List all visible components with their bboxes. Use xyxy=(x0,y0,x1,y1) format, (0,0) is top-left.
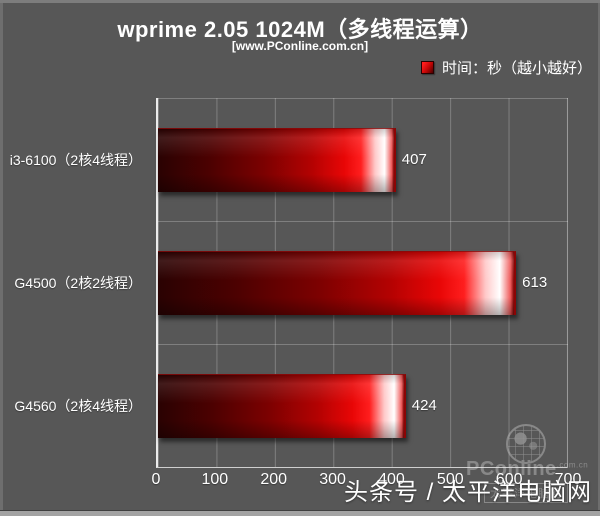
plot-area: 407 613 424 xyxy=(156,98,568,468)
value-axis: 0 100 200 300 400 500 600 700 xyxy=(152,471,582,491)
bar-row: 613 xyxy=(158,221,567,344)
legend: 时间：秒（越小越好） xyxy=(420,57,592,78)
x-tick-700: 700 xyxy=(554,471,582,488)
x-tick-100: 100 xyxy=(201,471,229,488)
category-label-g4560: G4560（2核4线程） xyxy=(14,398,142,415)
legend-label: 时间：秒（越小越好） xyxy=(441,60,592,77)
bar-value-g4560: 424 xyxy=(411,397,437,414)
x-tick-600: 600 xyxy=(495,471,523,488)
category-axis: i3-6100（2核4线程） G4500（2核2线程） G4560（2核4线程） xyxy=(0,98,148,468)
x-tick-0: 0 xyxy=(151,471,161,488)
category-label-g4500: G4500（2核2线程） xyxy=(14,274,142,291)
bar-i3-6100 xyxy=(158,127,396,192)
bar-row: 407 xyxy=(158,98,567,221)
category-label-i3-6100: i3-6100（2核4线程） xyxy=(9,151,142,168)
x-tick-400: 400 xyxy=(378,471,405,488)
bar-value-g4500: 613 xyxy=(522,274,548,291)
image-bottom-edge xyxy=(0,510,600,516)
bar-g4500 xyxy=(158,250,517,315)
bar-value-i3-6100: 407 xyxy=(401,151,427,168)
bar-g4560 xyxy=(158,373,406,438)
bar-row: 424 xyxy=(158,344,567,467)
chart-title: wprime 2.05 1024M（多线程运算） xyxy=(117,17,483,42)
legend-swatch-icon xyxy=(420,61,434,74)
x-tick-300: 300 xyxy=(319,471,346,488)
chart-subtitle: [www.PConline.com.cn] xyxy=(231,39,369,53)
footer-caption: 头条号 / 太平洋电脑网 xyxy=(343,479,592,506)
x-tick-500: 500 xyxy=(436,471,464,488)
x-tick-200: 200 xyxy=(260,471,288,488)
